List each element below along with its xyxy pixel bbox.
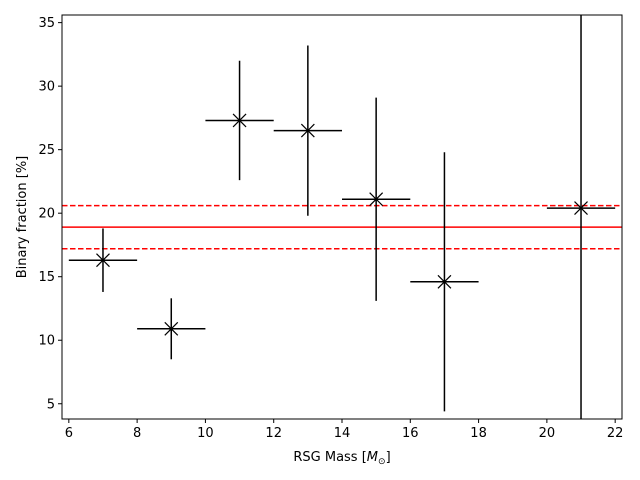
x-tick-label: 18 — [470, 426, 487, 441]
plot-area — [62, 15, 622, 419]
data-point-3 — [205, 60, 274, 181]
x-tick-label: 12 — [265, 426, 282, 441]
data-point-6 — [410, 152, 479, 412]
data-point-2 — [137, 298, 206, 360]
y-axis-ticks: 5 10 15 20 25 30 35 — [38, 16, 62, 412]
x-marker — [232, 113, 247, 128]
x-marker — [574, 201, 588, 216]
y-tick-label: 20 — [38, 207, 55, 222]
x-axis-ticks: 6 8 10 12 14 16 18 20 22 — [65, 419, 624, 441]
x-tick-label: 6 — [65, 426, 73, 441]
x-marker — [437, 274, 452, 289]
x-tick-label: 8 — [133, 426, 141, 441]
y-tick-label: 25 — [38, 143, 55, 158]
data-point-4 — [273, 45, 342, 216]
data-point-7 — [546, 15, 616, 419]
y-tick-label: 15 — [38, 270, 55, 285]
y-tick-label: 5 — [47, 397, 55, 412]
x-tick-label: 16 — [402, 426, 419, 441]
x-tick-label: 22 — [607, 426, 624, 441]
x-tick-label: 20 — [539, 426, 556, 441]
x-axis-title: RSG Mass [M⊙] — [293, 450, 390, 467]
y-axis-title: Binary fraction [%] — [15, 156, 30, 278]
y-tick-label: 35 — [38, 16, 55, 31]
x-marker — [300, 123, 315, 138]
y-tick-label: 30 — [38, 80, 55, 95]
data-point-1 — [68, 228, 138, 292]
y-tick-label: 10 — [38, 334, 55, 349]
x-marker — [369, 192, 384, 207]
x-tick-label: 10 — [197, 426, 214, 441]
x-tick-label: 14 — [334, 426, 351, 441]
x-marker — [164, 321, 179, 336]
x-marker — [96, 253, 110, 268]
data-point-5 — [342, 97, 411, 301]
